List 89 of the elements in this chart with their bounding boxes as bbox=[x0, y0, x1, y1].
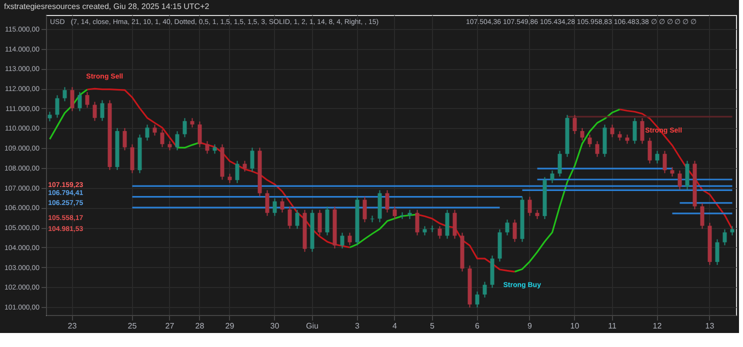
candlestick bbox=[325, 206, 330, 236]
candlestick bbox=[182, 118, 187, 138]
candlestick bbox=[678, 170, 682, 190]
candlestick bbox=[475, 291, 480, 308]
candlestick bbox=[595, 140, 600, 158]
candlestick bbox=[168, 140, 172, 151]
x-tick-label: 9 bbox=[528, 322, 533, 330]
x-tick-label: 30 bbox=[270, 322, 280, 330]
candlestick bbox=[505, 219, 510, 236]
candlestick bbox=[588, 134, 592, 148]
candlestick bbox=[528, 196, 532, 216]
x-tick-label: Giu bbox=[306, 322, 318, 330]
candlestick bbox=[288, 206, 292, 230]
x-tick-label: 11 bbox=[608, 322, 617, 330]
candlestick bbox=[160, 129, 164, 148]
candlestick bbox=[205, 140, 210, 154]
candlestick bbox=[572, 114, 577, 135]
x-tick-label: 3 bbox=[355, 322, 360, 330]
candlestick bbox=[190, 118, 194, 128]
x-tick-label: 29 bbox=[225, 322, 235, 330]
x-tick-label: 6 bbox=[475, 322, 480, 330]
candlestick bbox=[670, 166, 674, 178]
candlestick bbox=[685, 160, 690, 190]
candlestick bbox=[715, 238, 720, 266]
candlestick bbox=[348, 232, 352, 246]
candlestick bbox=[92, 101, 97, 122]
x-tick-label: 10 bbox=[570, 322, 580, 330]
candlestick bbox=[265, 190, 270, 216]
candlestick bbox=[392, 206, 397, 220]
candlestick bbox=[700, 202, 704, 230]
candlestick bbox=[438, 226, 442, 240]
candlestick bbox=[512, 219, 517, 242]
candlestick bbox=[408, 209, 412, 220]
candlestick bbox=[580, 128, 584, 142]
candlestick bbox=[610, 124, 614, 138]
x-tick-label: 27 bbox=[165, 322, 175, 330]
candlestick bbox=[152, 124, 157, 136]
candlestick bbox=[415, 209, 420, 236]
candlestick bbox=[618, 130, 622, 142]
candlestick bbox=[295, 209, 300, 230]
candlestick bbox=[730, 226, 734, 236]
candlestick bbox=[625, 134, 630, 144]
x-tick-label: 12 bbox=[652, 322, 662, 330]
candlestick bbox=[632, 118, 637, 144]
candlestick bbox=[250, 147, 254, 172]
candlestick bbox=[662, 150, 667, 174]
candlestick bbox=[648, 137, 652, 164]
line-series bbox=[514, 108, 621, 272]
candlestick bbox=[272, 198, 277, 216]
x-tick-label: 13 bbox=[705, 322, 715, 330]
candlestick bbox=[48, 111, 52, 122]
candlestick bbox=[722, 228, 727, 246]
candlestick bbox=[235, 160, 240, 184]
candlestick bbox=[280, 198, 284, 213]
x-tick-label: 5 bbox=[430, 322, 436, 330]
candlestick bbox=[85, 92, 90, 108]
line-series bbox=[348, 214, 418, 248]
candlestick bbox=[228, 173, 232, 184]
candlestick bbox=[445, 209, 450, 240]
candlestick bbox=[362, 196, 367, 223]
candlestick bbox=[122, 128, 127, 151]
candlestick bbox=[558, 150, 562, 178]
candlestick bbox=[655, 150, 660, 164]
candlestick bbox=[550, 170, 554, 184]
candlestick bbox=[198, 120, 202, 148]
x-tick-label: 23 bbox=[68, 322, 78, 330]
x-tick-label: 28 bbox=[195, 322, 205, 330]
x-tick-label: 4 bbox=[392, 322, 398, 330]
candlestick bbox=[78, 92, 82, 112]
candlestick bbox=[385, 190, 390, 213]
candlestick bbox=[242, 160, 247, 172]
line-series bbox=[48, 88, 88, 140]
candlestick bbox=[100, 100, 104, 122]
candlestick bbox=[55, 94, 60, 118]
candlestick bbox=[640, 118, 644, 144]
candlestick bbox=[145, 124, 150, 142]
candlestick bbox=[175, 130, 180, 151]
candlestick bbox=[70, 86, 74, 112]
candlestick bbox=[535, 209, 540, 220]
x-tick-label: 25 bbox=[128, 322, 138, 330]
candlestick bbox=[130, 144, 134, 174]
candlestick bbox=[422, 226, 427, 236]
candlestick bbox=[452, 209, 457, 240]
candlestick bbox=[62, 86, 67, 102]
line-series bbox=[86, 88, 178, 148]
candlestick bbox=[340, 232, 344, 249]
candlestick bbox=[318, 209, 322, 236]
chart-title: fxstrategiesresources created, Giu 28, 2025 14:15 UTC+2 bbox=[4, 2, 210, 11]
candlestick bbox=[482, 281, 487, 298]
